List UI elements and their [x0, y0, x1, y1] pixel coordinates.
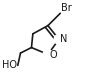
Text: HO: HO: [2, 60, 17, 70]
Text: N: N: [60, 34, 68, 44]
Text: O: O: [49, 50, 57, 60]
Circle shape: [54, 34, 64, 44]
Text: Br: Br: [61, 3, 72, 13]
Circle shape: [43, 50, 53, 59]
